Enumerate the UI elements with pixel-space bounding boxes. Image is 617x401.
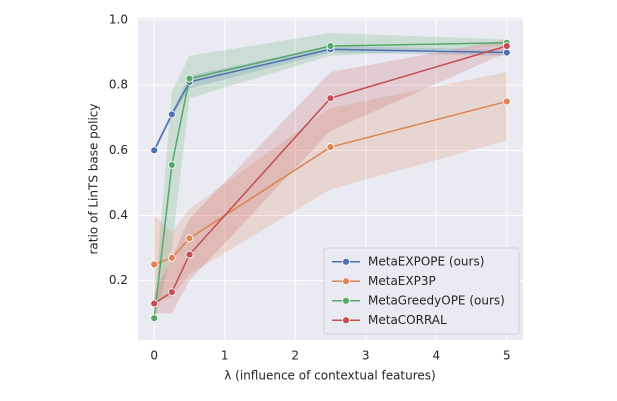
y-tick-label: 0.4: [109, 208, 128, 222]
point: [326, 94, 335, 103]
point: [150, 260, 159, 269]
x-tick-label: 2: [291, 349, 299, 363]
legend-label: MetaEXPOPE (ours): [368, 254, 484, 268]
point: [185, 250, 194, 259]
legend-label: MetaGreedyOPE (ours): [368, 293, 505, 307]
legend-marker: [342, 296, 350, 305]
point: [326, 143, 335, 151]
point: [167, 288, 176, 296]
legend-label: MetaCORRAL: [368, 313, 447, 327]
confidence-band: [154, 39, 507, 314]
legend-marker: [342, 257, 350, 266]
point: [326, 42, 335, 50]
x-tick-label: 4: [432, 349, 440, 363]
confidence-band: [154, 46, 507, 154]
x-tick-label: 1: [221, 349, 229, 363]
y-tick-label: 0.8: [109, 78, 128, 92]
point: [150, 314, 159, 323]
point: [185, 74, 194, 83]
confidence-band: [154, 72, 507, 304]
legend-marker: [342, 316, 350, 325]
x-tick-label: 3: [362, 349, 370, 363]
point: [185, 234, 194, 243]
point: [502, 42, 511, 50]
y-tick-label: 1.0: [109, 12, 128, 26]
point: [167, 161, 176, 169]
y-tick-label: 0.2: [109, 273, 128, 287]
y-tick-label: 0.6: [109, 143, 128, 157]
legend-marker: [342, 277, 350, 286]
point: [167, 253, 176, 262]
point: [502, 48, 511, 57]
point: [167, 110, 176, 119]
legend-label: MetaEXP3P: [368, 274, 436, 288]
x-axis-label: λ (influence of contextual features): [224, 369, 435, 383]
x-tick-label: 5: [503, 349, 511, 363]
point: [150, 299, 159, 308]
legend-box: [323, 247, 520, 335]
point: [150, 146, 159, 155]
x-tick-label: 0: [150, 349, 158, 363]
y-axis-label: ratio of LinTS base policy: [87, 104, 101, 255]
point: [502, 97, 511, 106]
confidence-band: [154, 32, 507, 327]
